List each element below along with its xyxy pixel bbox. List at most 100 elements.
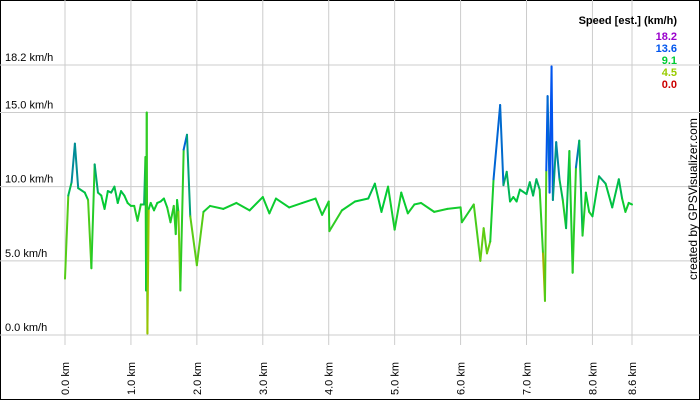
speed-segment xyxy=(543,169,548,302)
speed-segment xyxy=(387,185,396,231)
speed-segment xyxy=(113,185,119,204)
x-tick-label: 8.6 km xyxy=(627,362,639,395)
legend-entry: 18.2 xyxy=(656,31,677,43)
speed-segment xyxy=(77,187,86,194)
speed-segment xyxy=(367,182,376,200)
speed-segment xyxy=(551,141,558,201)
speed-segment xyxy=(617,178,624,200)
x-tick-label: 0.0 km xyxy=(60,362,72,395)
y-tick-labels: 0.0 km/h 5.0 km/h 10.0 km/h 15.0 km/h 18.2 k… xyxy=(5,52,53,334)
speed-segment xyxy=(413,201,423,206)
speed-segment xyxy=(328,209,343,233)
speed-segment xyxy=(70,142,76,184)
speed-segment xyxy=(103,190,109,210)
legend-entry: 4.5 xyxy=(662,67,677,79)
legend-entry: 13.6 xyxy=(656,43,677,55)
speed-segment xyxy=(146,207,150,335)
speed-segment xyxy=(492,104,502,181)
speed-segment xyxy=(136,203,142,222)
speed-segment xyxy=(248,196,264,212)
speed-segment xyxy=(393,191,403,231)
speed-segment xyxy=(202,204,212,213)
speed-segment xyxy=(505,170,512,203)
speed-segment xyxy=(433,207,449,213)
speed-segment xyxy=(535,178,541,191)
speed-segment xyxy=(584,191,591,213)
legend: Speed [est.] (km/h) 18.213.69.14.50.0 xyxy=(579,15,678,91)
x-tick-label: 8.0 km xyxy=(587,362,599,395)
x-tick-label: 4.0 km xyxy=(324,362,336,395)
speed-segment xyxy=(301,197,317,204)
speed-segment xyxy=(627,201,633,206)
x-tick-label: 5.0 km xyxy=(390,362,402,395)
x-tick-label: 6.0 km xyxy=(456,362,468,395)
speed-segment xyxy=(116,190,123,204)
speed-segment xyxy=(472,203,482,262)
speed-segment xyxy=(611,178,620,209)
speed-segment xyxy=(621,197,627,213)
speed-segment xyxy=(133,204,139,222)
speed-segment xyxy=(479,227,485,262)
grid xyxy=(0,0,700,345)
speed-segment xyxy=(578,139,584,237)
speed-segment xyxy=(571,166,577,274)
speed-segment xyxy=(555,141,561,181)
speed-segment xyxy=(446,206,462,210)
speed-segment xyxy=(179,148,185,292)
speed-segment xyxy=(93,163,99,194)
speed-segment xyxy=(380,185,390,213)
speed-segment xyxy=(485,240,492,255)
legend-entry: 0.0 xyxy=(662,79,677,91)
speed-segment xyxy=(209,204,225,210)
speed-segment xyxy=(153,201,159,212)
speed-segment xyxy=(354,197,370,203)
x-tick-label: 1.0 km xyxy=(126,362,138,395)
speed-segment xyxy=(591,175,601,218)
speed-segment xyxy=(162,197,169,209)
speed-segment xyxy=(274,197,291,209)
speed-segment xyxy=(459,206,463,224)
speed-segment xyxy=(123,194,129,204)
speed-segment xyxy=(489,178,495,243)
y-tick-label: 18.2 km/h xyxy=(5,52,53,64)
speed-segment xyxy=(482,227,488,255)
x-tick-label: 7.0 km xyxy=(522,362,534,395)
y-tick-label: 0.0 km/h xyxy=(5,322,47,334)
x-tick-label: 3.0 km xyxy=(258,362,270,395)
speed-segment xyxy=(518,188,528,196)
speed-segment xyxy=(460,203,475,224)
legend-entry: 9.1 xyxy=(662,55,677,67)
speed-segment xyxy=(90,163,96,270)
speed-segment xyxy=(550,65,554,201)
y-tick-label: 15.0 km/h xyxy=(5,99,53,111)
speed-segment xyxy=(558,178,564,201)
speed-segment xyxy=(222,201,238,210)
speed-segment xyxy=(581,191,587,237)
speed-segment xyxy=(268,197,277,215)
speed-segment xyxy=(64,194,70,280)
speed-segment xyxy=(598,175,607,185)
speed-segment xyxy=(400,191,409,215)
speed-segment xyxy=(149,201,156,212)
x-tick-label: 2.0 km xyxy=(192,362,204,395)
credit-text: created by GPSVisualizer.com xyxy=(686,118,700,280)
y-tick-label: 10.0 km/h xyxy=(5,174,53,186)
speed-segment xyxy=(568,150,574,274)
speed-segment xyxy=(340,200,357,212)
speed-segment xyxy=(604,182,614,209)
y-tick-label: 5.0 km/h xyxy=(5,248,47,260)
speed-segment xyxy=(321,200,330,216)
speed-segment xyxy=(261,196,271,215)
speed-segment xyxy=(176,199,180,213)
speed-segment xyxy=(189,215,198,267)
speed-segment xyxy=(624,201,630,213)
speed-segment xyxy=(538,188,544,255)
speed-segment xyxy=(67,181,73,197)
speed-segment xyxy=(195,210,205,267)
speed-segment xyxy=(288,201,304,209)
speed-segment xyxy=(314,197,324,216)
speed-segment xyxy=(373,182,383,213)
speed-segment xyxy=(515,188,521,203)
speed-segment xyxy=(327,200,331,233)
